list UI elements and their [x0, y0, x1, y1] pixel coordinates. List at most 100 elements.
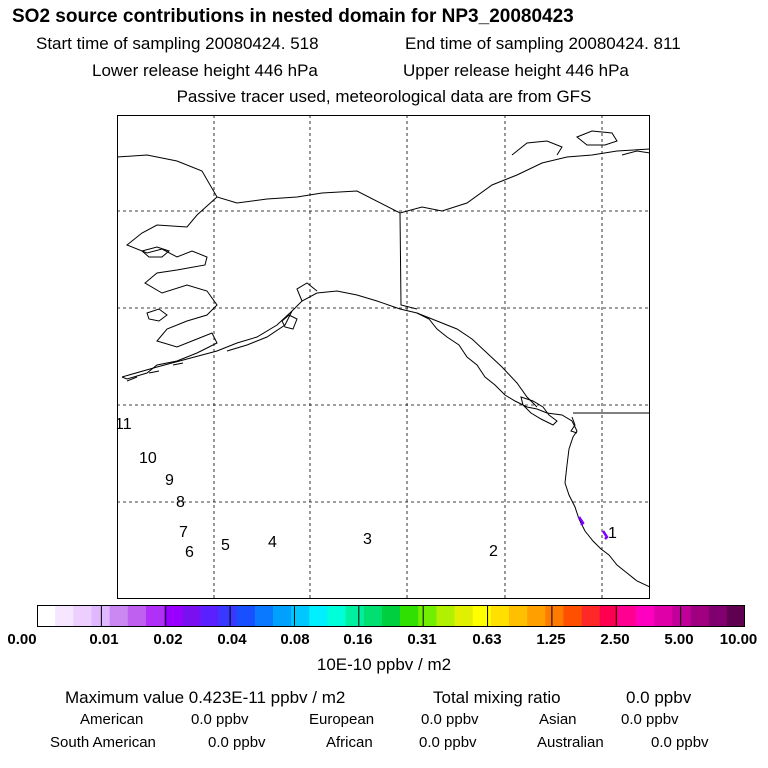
colorbar-cell: [617, 605, 637, 627]
panhandle-coast: [416, 312, 538, 410]
alaska-south-coast: [121, 290, 538, 408]
colorbar-cell: [490, 605, 510, 627]
track-label: 6: [185, 544, 194, 561]
colorbar-cell: [400, 605, 419, 627]
colorbar-cell: [145, 605, 165, 627]
colorbar-cell: [672, 605, 691, 627]
american-label: American: [80, 711, 144, 728]
colorbar-cell: [37, 605, 56, 627]
coastlines: [117, 130, 650, 588]
plume-marks: [577, 516, 609, 540]
colorbar-cell: [273, 605, 292, 627]
colorbar-unit: 10E-10 ppbv / m2: [316, 655, 452, 674]
colorbar-cell: [454, 605, 473, 627]
colorbar-cell: [309, 605, 328, 627]
colorbar-cell: [527, 605, 546, 627]
tracer-note-text: Passive tracer used, meteorological data…: [176, 87, 592, 106]
track-label: 8: [176, 494, 185, 511]
track-label: 5: [221, 537, 230, 554]
max-value-text: Maximum value 0.423E-11 ppbv / m2: [65, 688, 346, 707]
track-label: 11: [117, 416, 132, 433]
colorbar-cell: [563, 605, 582, 627]
track-label: 2: [489, 543, 498, 560]
colorbar-cell: [254, 605, 274, 627]
plume-mark-b: [601, 530, 609, 540]
colorbar-cell: [708, 605, 728, 627]
american-value: 0.0 ppbv: [191, 711, 249, 728]
european-value: 0.0 ppbv: [421, 711, 479, 728]
colorbar-cell: [236, 605, 256, 627]
colorbar-tick-label: 0.02: [153, 631, 183, 648]
track-label: 9: [165, 472, 174, 489]
colorbar-cell: [418, 605, 437, 627]
bc-coast: [536, 408, 650, 588]
australian-label: Australian: [537, 734, 604, 751]
asian-value: 0.0 ppbv: [621, 711, 679, 728]
upper-release-text: Upper release height 446 hPa: [403, 61, 629, 80]
st-lawrence-island: [140, 246, 170, 258]
colorbar-cell: [545, 605, 564, 627]
colorbar-cell: [436, 605, 455, 627]
asian-label: Asian: [539, 711, 577, 728]
australian-value: 0.0 ppbv: [651, 734, 709, 751]
colorbar-cell: [291, 605, 310, 627]
colorbar-cell: [127, 605, 147, 627]
colorbar-cell: [218, 605, 237, 627]
colorbar-frame: [37, 605, 745, 627]
south-american-value: 0.0 ppbv: [208, 734, 266, 751]
track-label: 7: [179, 524, 188, 541]
african-label: African: [326, 734, 373, 751]
total-mixing-label: Total mixing ratio: [433, 688, 561, 707]
total-mixing-value: 0.0 ppbv: [626, 688, 692, 707]
colorbar-cell: [363, 605, 383, 627]
colorbar-tick-label: 0.08: [280, 631, 310, 648]
colorbar-tick-label: 0.63: [472, 631, 502, 648]
south-american-label: South American: [50, 734, 156, 751]
chart-title: SO2 source contributions in nested domai…: [12, 6, 574, 27]
map-panel: 1 2 3 4 5 6 7 8 9 10 11: [117, 115, 650, 599]
track-labels: 1 2 3 4 5 6 7 8 9 10 11: [117, 416, 617, 561]
colorbar-cell: [73, 605, 92, 627]
colorbar-cell: [509, 605, 528, 627]
track-label: 10: [139, 450, 157, 467]
colorbar: [37, 605, 745, 627]
colorbar-cell: [472, 605, 492, 627]
colorbar-cell: [636, 605, 655, 627]
track-label: 4: [268, 534, 277, 551]
arctic-islands: [511, 130, 650, 156]
colorbar-cell: [726, 605, 745, 627]
colorbar-cell: [345, 605, 365, 627]
start-time-text: Start time of sampling 20080424. 518: [36, 34, 319, 53]
track-label: 1: [608, 525, 617, 542]
aleutian-chain: [126, 362, 184, 382]
puget-detail: [570, 416, 578, 434]
end-time-text: End time of sampling 20080424. 811: [405, 34, 681, 53]
colorbar-tick-label: 5.00: [664, 631, 694, 648]
colorbar-cell: [654, 605, 673, 627]
colorbar-cell: [599, 605, 619, 627]
nunivak-island: [146, 308, 168, 322]
lower-release-text: Lower release height 446 hPa: [92, 61, 318, 80]
colorbar-tick-label: 0.04: [217, 631, 247, 648]
colorbar-cell: [381, 605, 401, 627]
african-value: 0.0 ppbv: [419, 734, 477, 751]
european-label: European: [309, 711, 375, 728]
colorbar-tick-label: 0.00: [7, 631, 37, 648]
colorbar-tick-label: 2.50: [600, 631, 630, 648]
colorbar-cell: [109, 605, 129, 627]
track-label: 3: [363, 531, 372, 548]
vancouver-island: [520, 396, 558, 426]
colorbar-cell: [200, 605, 219, 627]
border-segment: [399, 212, 418, 310]
grid-lines: [117, 115, 650, 599]
colorbar-cell: [581, 605, 601, 627]
colorbar-cell: [164, 605, 183, 627]
plume-mark-a: [577, 516, 585, 526]
colorbar-cell: [91, 605, 110, 627]
alaska-west-coast: [121, 196, 218, 380]
colorbar-cell: [55, 605, 74, 627]
colorbar-cell: [327, 605, 346, 627]
peninsula-coast: [226, 282, 318, 352]
kodiak-island: [281, 314, 298, 330]
colorbar-tick-label: 1.25: [536, 631, 566, 648]
